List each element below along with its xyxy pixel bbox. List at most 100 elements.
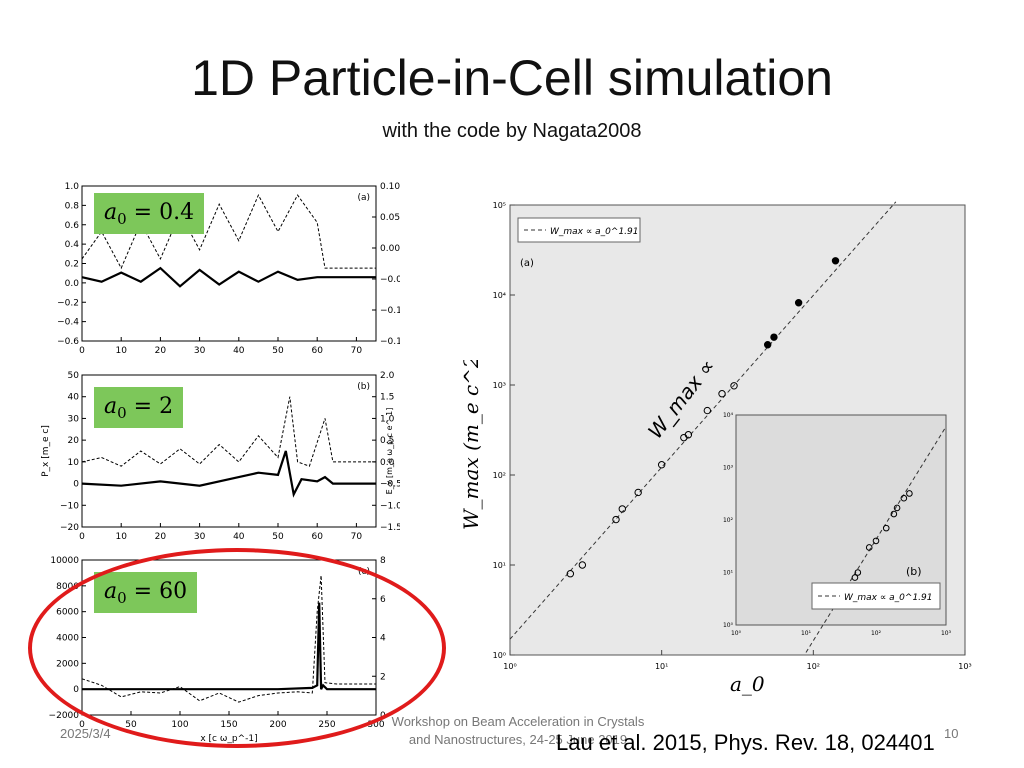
x-tick-label: 60 xyxy=(311,532,323,542)
data-point xyxy=(578,561,587,569)
inset-data-point xyxy=(893,504,901,512)
inset-data-point xyxy=(854,569,862,576)
x-tick-label: 10² xyxy=(807,662,820,671)
y-tick-label: 0.0 xyxy=(65,279,80,289)
y2-tick-label: 0.00 xyxy=(380,244,400,254)
x-tick-label: 30 xyxy=(194,532,206,542)
x-tick-label: 20 xyxy=(155,532,167,542)
y-tick-label: 0.4 xyxy=(65,240,80,250)
data-point xyxy=(612,515,620,524)
page-number: 10 xyxy=(944,726,959,741)
citation: Lau et al. 2015, Phys. Rev. 18, 024401 xyxy=(556,730,935,755)
inset-data-point xyxy=(865,544,873,551)
series-field xyxy=(81,396,376,467)
series-field xyxy=(81,193,376,270)
y2-tick-label: −0.15 xyxy=(380,337,400,347)
inset-y-tick-label: 10⁴ xyxy=(723,412,734,419)
inset-data-point xyxy=(851,574,859,581)
y-tick-label: −0.4 xyxy=(57,318,79,328)
y-tick-label: −0.6 xyxy=(57,337,79,347)
y2-tick-label: −1.0 xyxy=(380,501,400,511)
fit-line xyxy=(509,201,897,640)
x-tick-label: 10³ xyxy=(958,662,971,671)
y-tick-label: 10³ xyxy=(493,381,506,390)
footer-workshop: Workshop on Beam Acceleration in Crystal… xyxy=(368,713,668,749)
inset-y-tick-label: 10¹ xyxy=(723,570,734,577)
y-tick-label: 10⁴ xyxy=(493,291,506,300)
data-point xyxy=(703,406,712,415)
footer-line-1: Workshop on Beam Acceleration in Crystal… xyxy=(391,714,645,729)
x-tick-label: 10¹ xyxy=(655,662,668,671)
data-point xyxy=(831,257,840,265)
data-point xyxy=(718,390,726,398)
y2-tick-label: 0.0 xyxy=(380,458,395,468)
data-point xyxy=(770,333,778,341)
x-tick-label: 60 xyxy=(311,346,323,356)
y2-axis-label: E_x [m_e ω_p c e^-1] xyxy=(385,408,394,495)
y-tick-label: 10⁵ xyxy=(493,201,506,210)
y-tick-label: 10000 xyxy=(50,556,79,566)
y-tick-label: 10⁰ xyxy=(493,651,506,660)
label-a0-04: a0 = 0.4 xyxy=(94,193,205,234)
data-point xyxy=(684,431,693,439)
y2-tick-label: −0.10 xyxy=(380,306,400,316)
inset-x-tick-label: 10² xyxy=(871,630,882,637)
inset-x-tick-label: 10³ xyxy=(941,630,952,637)
data-point xyxy=(763,341,772,349)
x-tick-label: 0 xyxy=(79,532,85,542)
y2-tick-label: 0.5 xyxy=(380,436,394,446)
x-tick-label: 40 xyxy=(233,532,245,542)
scaling-plot: 10⁰ 10¹ 10² 10³ 10⁰ 10¹ 10² 10³ 10⁴ 10⁵ W_max ∝ a_… xyxy=(478,190,978,695)
inset-x-tick-label: 10⁰ xyxy=(731,630,742,637)
y-tick-label: −20 xyxy=(60,523,79,533)
right-xlabel: a_0 xyxy=(730,672,765,696)
inset-data-point xyxy=(906,490,913,497)
y-tick-label: 0.2 xyxy=(65,260,79,270)
y2-tick-label: −1.5 xyxy=(380,523,400,533)
legend-label: W_max ∝ a_0^1.91 xyxy=(550,227,638,237)
page-title: 1D Particle-in-Cell simulation xyxy=(191,50,833,106)
series-particles xyxy=(81,450,376,498)
panel-tag: (a) xyxy=(357,193,370,203)
y-tick-label: 10² xyxy=(493,471,506,480)
inset-legend-label: W_max ∝ a_0^1.91 xyxy=(844,593,932,603)
y-tick-label: 30 xyxy=(68,414,80,424)
x-tick-label: 300 xyxy=(367,720,384,730)
x-tick-label: 50 xyxy=(272,532,284,542)
y-tick-label: 40 xyxy=(68,393,80,403)
y-tick-label: −10 xyxy=(60,501,79,511)
y2-tick-label: 2.0 xyxy=(380,371,395,381)
inset-x-tick-label: 10¹ xyxy=(801,630,812,637)
inset-y-tick-label: 10⁰ xyxy=(723,622,734,629)
x-tick-label: 10 xyxy=(115,346,127,356)
x-tick-label: 70 xyxy=(351,532,363,542)
x-tick-label: 30 xyxy=(194,346,206,356)
y-tick-label: 1.0 xyxy=(65,182,80,192)
inset-data-point xyxy=(900,494,908,502)
inset-fit-line xyxy=(805,426,947,653)
x-tick-label: 0 xyxy=(79,346,85,356)
inset-panel-tag: (b) xyxy=(906,565,922,578)
y-tick-label: 8000 xyxy=(56,582,79,592)
data-point xyxy=(634,488,642,497)
data-point xyxy=(794,299,803,307)
y-tick-label: 0.6 xyxy=(65,221,80,231)
inset-data-point xyxy=(872,537,880,545)
y-tick-label: 50 xyxy=(68,371,80,381)
right-ylabel: W_max (m_e c^2) xyxy=(459,360,483,530)
x-tick-label: 20 xyxy=(155,346,167,356)
y-tick-label: 20 xyxy=(68,436,80,446)
footer-line-2: and Nanostructures, 24-25 June 2019 xyxy=(408,732,628,747)
y-tick-label: 0 xyxy=(73,480,79,490)
highlight-ellipse xyxy=(28,548,446,748)
series-particles xyxy=(81,266,376,288)
x-tick-label: 0 xyxy=(79,720,85,730)
chart-scaling: 10⁰ 10¹ 10² 10³ 10⁰ 10¹ 10² 10³ 10⁴ 10⁵ W_max ∝ a_… xyxy=(493,201,972,671)
x-tick-label: 10⁰ xyxy=(503,662,516,671)
panel-tag: (a) xyxy=(520,258,534,269)
data-point xyxy=(618,505,626,513)
data-point xyxy=(730,382,738,390)
x-tick-label: 70 xyxy=(351,346,363,356)
inset-y-tick-label: 10³ xyxy=(723,465,734,472)
x-tick-label: 40 xyxy=(233,346,245,356)
